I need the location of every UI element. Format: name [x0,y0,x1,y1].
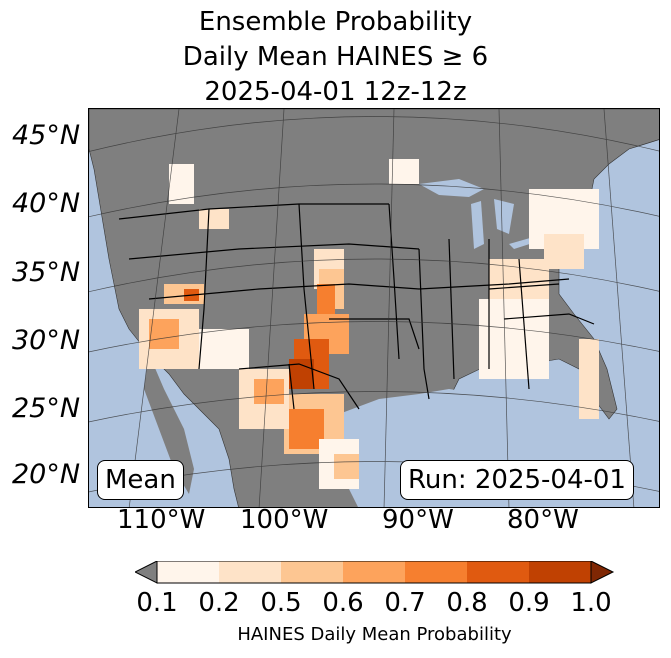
lat-label-25: 25°N [12,393,81,424]
lake-huron [494,199,514,234]
lat-label-45: 45°N [12,120,81,151]
lon-label-90: 90°W [382,505,454,535]
colorbar-over-arrow [590,561,615,584]
lon-label-80: 80°W [507,505,579,535]
run-box: Run: 2025-04-01 [400,460,634,500]
colorbar-tick-0.9: 0.9 [508,588,550,618]
title-line-1: Ensemble Probability [198,7,473,37]
colorbar-tick-0.2: 0.2 [198,588,240,618]
probability-map [88,108,660,508]
mean-box: Mean [97,460,184,500]
colorbar-label: HAINES Daily Mean Probability [237,624,512,645]
lat-label-35: 35°N [12,257,81,288]
colorbar-segment-2 [219,561,281,583]
colorbar-tick-0.1: 0.1 [136,588,178,618]
colorbar [135,561,615,584]
colorbar-segment-5 [405,561,467,583]
lake-superior [419,179,484,197]
colorbar-tick-0.6: 0.6 [322,588,364,618]
lon-label-100: 100°W [240,505,329,535]
colorbar-tick-1.0: 1.0 [570,588,612,618]
lat-label-40: 40°N [12,188,81,219]
colorbar-segment-7 [529,561,591,583]
lon-label-110: 110°W [117,505,206,535]
colorbar-under-arrow [135,561,158,584]
probability-field [139,159,599,489]
lat-label-30: 30°N [12,325,81,356]
colorbar-tick-0.5: 0.5 [260,588,302,618]
state-borders [118,203,595,410]
colorbar-segment-6 [467,561,529,583]
title-line-3: 2025-04-01 12z-12z [204,77,467,107]
map-canvas [89,109,659,507]
colorbar-segment-3 [281,561,343,583]
colorbar-segment-4 [343,561,405,583]
colorbar-tick-0.8: 0.8 [446,588,488,618]
lake-michigan [471,201,484,249]
lat-label-20: 20°N [12,459,81,490]
title-line-2: Daily Mean HAINES ≥ 6 [182,42,489,72]
baja [144,354,194,494]
colorbar-segment-1 [157,561,219,583]
colorbar-tick-0.7: 0.7 [384,588,426,618]
